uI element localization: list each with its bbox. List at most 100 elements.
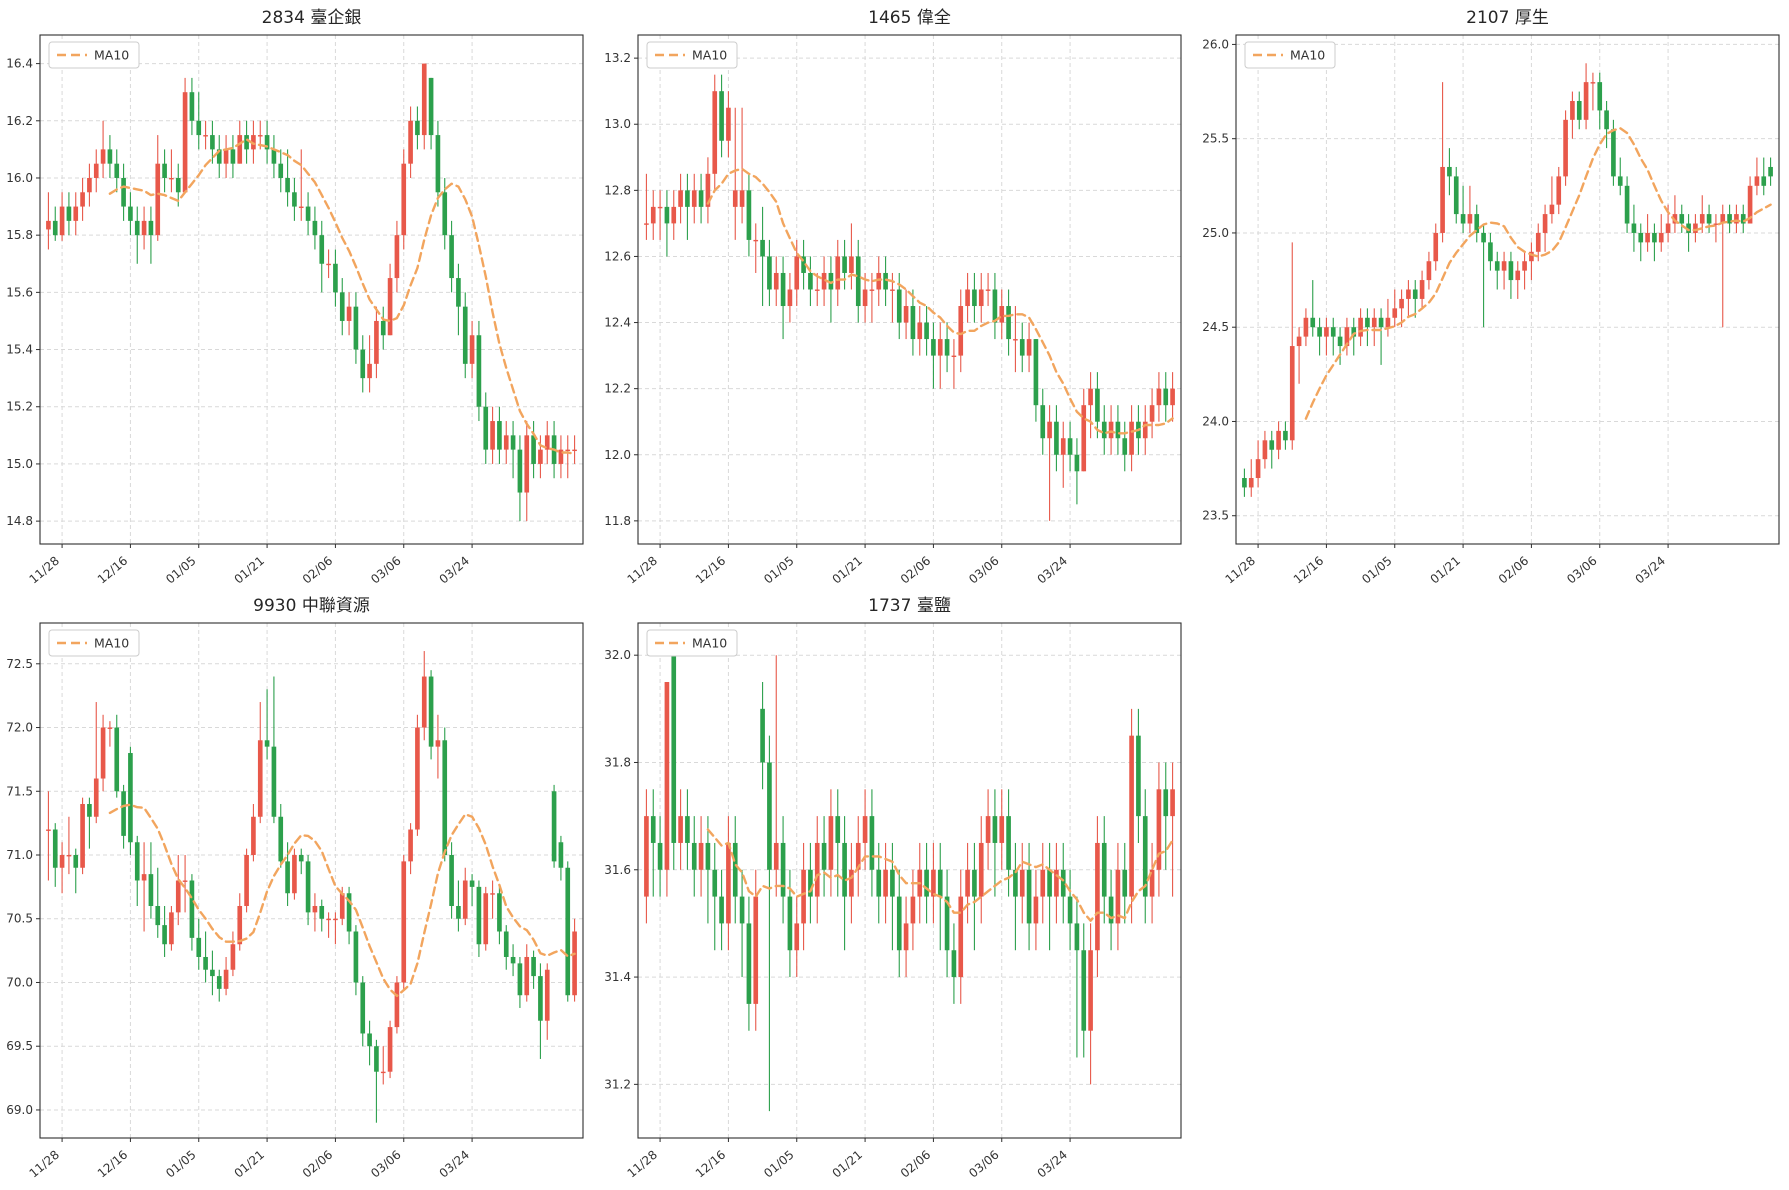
candle-body (285, 177, 290, 193)
candle-body (726, 842, 731, 924)
x-tick-label: 03/06 (966, 554, 1001, 587)
chart-title: 1737 臺鹽 (868, 596, 951, 616)
candle-body (937, 339, 943, 356)
candle-body (1095, 842, 1100, 951)
y-tick-label: 15.4 (6, 343, 33, 357)
candle-body (1019, 339, 1025, 356)
plot-border (637, 622, 1182, 1139)
candle-body (292, 192, 297, 207)
candle-body (1344, 327, 1350, 347)
candle-body (162, 163, 167, 178)
candle-body (999, 306, 1005, 323)
candle-body (958, 306, 964, 356)
y-tick-label: 16.4 (6, 57, 33, 71)
candle-body (808, 869, 813, 897)
candle-body (1392, 308, 1398, 318)
candle-body (415, 120, 420, 136)
y-tick-label: 25.0 (1202, 226, 1229, 240)
candle-body (196, 120, 202, 136)
candle-body (917, 322, 923, 340)
candle-body (497, 893, 502, 932)
candle-body (773, 272, 779, 290)
candle-body (1019, 869, 1025, 897)
candle-body (251, 135, 256, 150)
candle-body (449, 855, 454, 906)
candle-body (1054, 421, 1059, 455)
candle-body (726, 107, 731, 141)
x-tick-label: 11/28 (625, 1148, 660, 1181)
candle-body (1142, 421, 1148, 439)
candle-body (1665, 223, 1671, 233)
candle-body (876, 869, 882, 897)
y-tick-label: 24.5 (1202, 320, 1229, 334)
plot-border (39, 622, 584, 1139)
candle-body (558, 449, 564, 464)
legend: MA10 (48, 41, 140, 69)
candle-body (1556, 176, 1562, 205)
candle-body (1129, 421, 1134, 455)
candle-body (483, 893, 489, 945)
candle-body (121, 177, 126, 207)
legend-label: MA10 (692, 48, 727, 63)
candle-body (1242, 478, 1247, 488)
x-tick-label: 01/21 (232, 1148, 267, 1181)
ma10-line (108, 138, 576, 456)
candle-body (794, 923, 800, 951)
candle-body (408, 829, 413, 862)
candle-body (285, 861, 290, 894)
y-tick-label: 26.0 (1202, 37, 1229, 51)
candle-body (835, 256, 841, 290)
plot-border (637, 34, 1182, 545)
candle-body (1013, 339, 1018, 341)
candle-body (1170, 388, 1175, 406)
y-tick-label: 15.2 (6, 400, 33, 414)
candle-body (189, 880, 195, 938)
candle-body (100, 149, 106, 164)
candle-body (210, 135, 215, 150)
candle-body (1047, 421, 1052, 439)
candle-body (510, 956, 516, 964)
candle-body (1136, 735, 1141, 817)
y-tick-label: 15.0 (6, 457, 33, 471)
legend-box (646, 41, 738, 69)
candle-body (985, 816, 991, 843)
candle-body (767, 762, 772, 870)
y-tick-label: 69.5 (6, 1039, 33, 1053)
x-tick-label: 11/28 (1223, 554, 1258, 587)
candle-body (531, 435, 536, 464)
candle-body (339, 292, 345, 321)
candle-body (278, 816, 284, 862)
candle-body (1013, 869, 1018, 897)
candle-body (264, 740, 270, 747)
candle-body (87, 804, 92, 817)
candle-body (712, 91, 718, 174)
candle-body (155, 163, 161, 236)
candle-body (1330, 327, 1336, 337)
candle-body (821, 272, 827, 290)
chart-9930: 69.0 69.5 70.0 70.5 71.0 71.5 72.0 72.5 11/28 12/… (6, 596, 584, 1181)
candle-body (1248, 478, 1254, 488)
candle-body (1081, 950, 1087, 1031)
candle-body (374, 320, 379, 364)
candle-body (175, 880, 181, 913)
candle-body (175, 177, 181, 193)
candle-body (1426, 261, 1432, 281)
candle-body (565, 449, 571, 452)
candle-body (483, 406, 489, 450)
y-tick-label: 12.0 (604, 448, 631, 462)
candle-body (339, 893, 345, 919)
candle-body (333, 263, 338, 293)
candle-body (544, 969, 550, 1021)
candle-body (972, 869, 977, 897)
candle-body (746, 190, 752, 240)
y-tick-label: 15.8 (6, 228, 33, 242)
x-tick-label: 01/05 (163, 1148, 198, 1181)
chart-title: 9930 中聯資源 (253, 596, 370, 616)
candle-body (428, 676, 434, 747)
candle-body (1474, 214, 1480, 233)
ma10-line (108, 803, 576, 998)
candle-body (1747, 185, 1753, 224)
legend-box (1244, 41, 1336, 69)
y-tick-label: 16.2 (6, 114, 33, 128)
candle-body (490, 421, 495, 450)
